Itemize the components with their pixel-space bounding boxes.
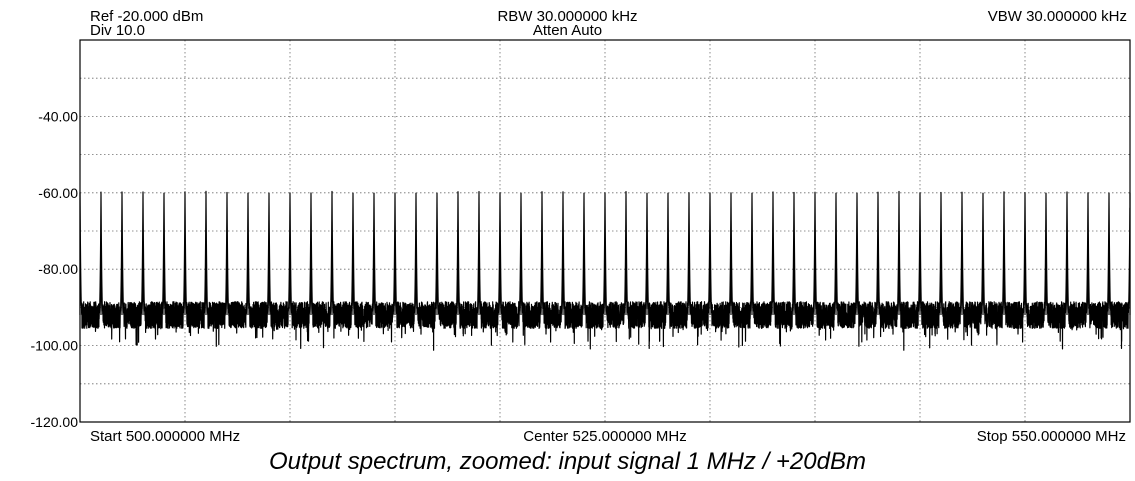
figure-caption: Output spectrum, zoomed: input signal 1 … xyxy=(269,448,866,475)
center-frequency-label: Center 525.000000 MHz xyxy=(523,428,686,445)
spectrum-trace xyxy=(79,190,1131,351)
rbw-label: RBW 30.000000 kHz xyxy=(497,8,638,25)
atten-label: Atten Auto xyxy=(532,22,603,39)
stop-frequency-label: Stop 550.000000 MHz xyxy=(977,428,1126,445)
vbw-label: VBW 30.000000 kHz xyxy=(987,8,1127,25)
y-axis-tick-labels: -40.00 -60.00 -80.00 -100.00 -120.00 xyxy=(31,108,79,430)
y-tick-label: -40.00 xyxy=(38,108,78,124)
y-tick-label: -80.00 xyxy=(38,261,78,277)
y-tick-label: -100.00 xyxy=(31,338,79,354)
division-label: Div 10.0 xyxy=(90,22,146,39)
ref-level-label: Ref -20.000 dBm xyxy=(90,8,204,25)
y-tick-label: -60.00 xyxy=(38,185,78,201)
y-tick-label: -120.00 xyxy=(31,414,79,430)
start-frequency-label: Start 500.000000 MHz xyxy=(90,428,240,445)
